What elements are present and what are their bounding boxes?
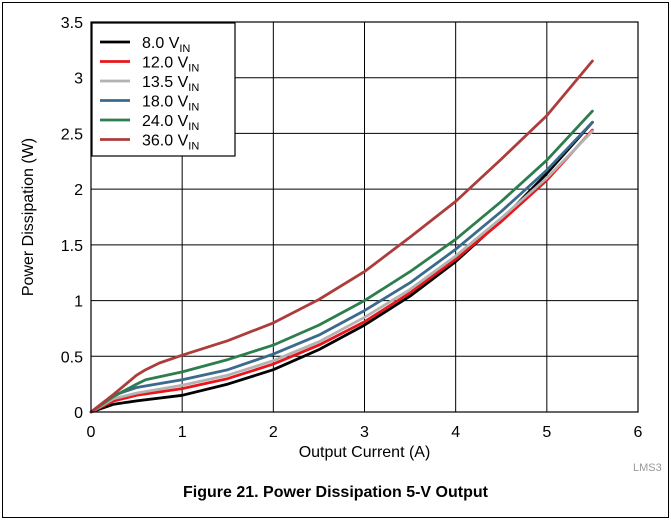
x-tick-label: 3 xyxy=(360,424,369,441)
series-line xyxy=(89,109,594,414)
y-tick-label: 3.5 xyxy=(61,15,83,32)
legend-label: 36.0 VIN xyxy=(142,133,199,153)
y-tick-label: 0.5 xyxy=(61,349,83,366)
x-axis-title: Output Current (A) xyxy=(299,444,431,461)
y-tick-labels: 0 0.5 1 1.5 2 2.5 3 3.5 xyxy=(61,15,83,422)
plot-border xyxy=(90,21,639,413)
y-tick-label: 2.5 xyxy=(61,126,83,143)
y-tick-label: 1.5 xyxy=(61,238,83,255)
x-tick-label: 0 xyxy=(87,424,96,441)
x-tick-label: 1 xyxy=(178,424,187,441)
legend-label: 8.0 VIN xyxy=(142,35,190,55)
x-tick-label: 5 xyxy=(542,424,551,441)
x-tick-label: 2 xyxy=(269,424,278,441)
legend-label: 24.0 VIN xyxy=(142,113,199,133)
y-tick-label: 2 xyxy=(74,182,83,199)
series-line xyxy=(89,128,594,414)
legend-label: 18.0 VIN xyxy=(142,94,199,114)
x-tick-label: 4 xyxy=(451,424,460,441)
power-dissipation-chart: 0 1 2 3 4 5 6 0 0.5 1 1.5 2 2.5 3 3.5 Output Current … xyxy=(20,15,643,461)
x-tick-labels: 0 1 2 3 4 5 6 xyxy=(87,424,643,441)
legend-label: 13.5 VIN xyxy=(142,74,199,94)
y-tick-label: 0 xyxy=(74,405,83,422)
series-line xyxy=(89,59,594,414)
y-tick-label: 1 xyxy=(74,294,83,311)
series-lines xyxy=(89,59,594,414)
legend-box xyxy=(91,22,236,157)
y-axis-title: Power Dissipation (W) xyxy=(20,138,37,296)
x-tick-label: 6 xyxy=(634,424,643,441)
series-line xyxy=(89,120,594,414)
y-tick-label: 3 xyxy=(74,71,83,88)
series-line xyxy=(89,129,594,414)
figure-caption: Figure 21. Power Dissipation 5-V Output xyxy=(183,484,488,501)
document-code: LMS3 xyxy=(633,462,662,474)
legend-label: 12.0 VIN xyxy=(142,55,199,75)
